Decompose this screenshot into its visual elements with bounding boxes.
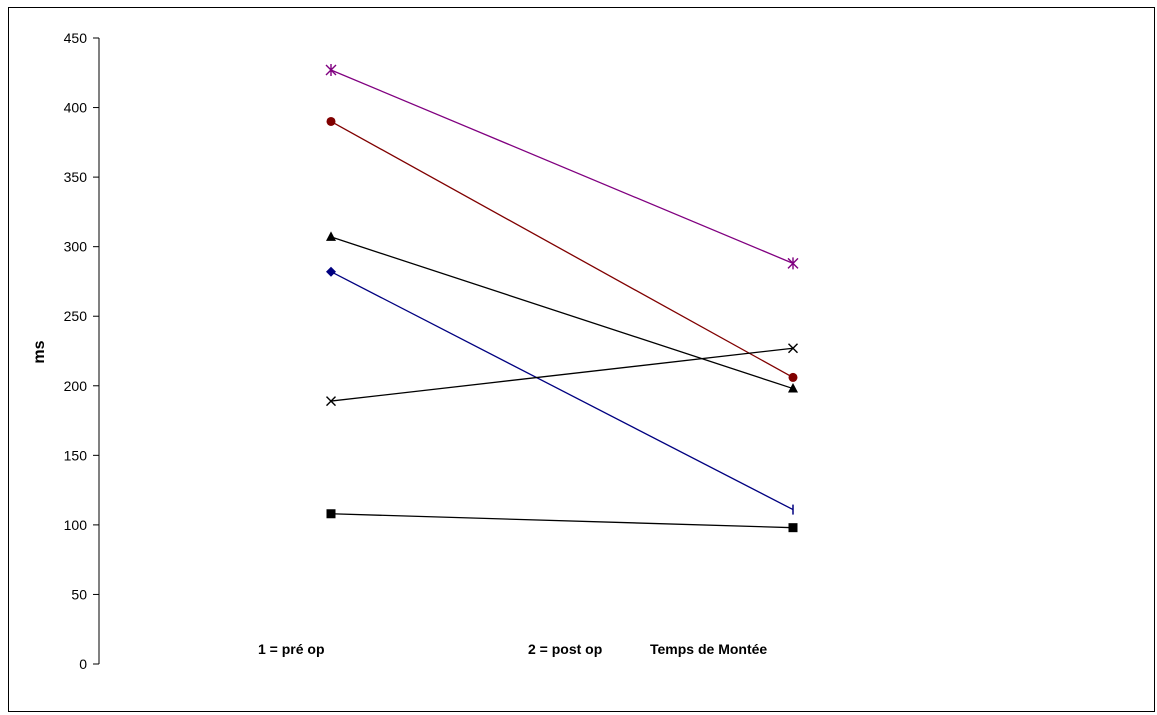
y-axis-title: ms	[31, 340, 48, 363]
series-3-point-1	[326, 231, 336, 241]
y-tick-label-150: 150	[64, 447, 88, 463]
series-6-point-2	[788, 523, 798, 533]
series-5	[326, 343, 798, 407]
y-tick-label-200: 200	[64, 378, 88, 394]
series-1-point-1	[325, 63, 337, 76]
series-2-point-1	[326, 116, 336, 126]
y-tick-label-250: 250	[64, 308, 88, 324]
series-3-point-2	[788, 383, 798, 393]
series-2-point-2	[788, 372, 798, 382]
series-1-line	[330, 69, 794, 264]
category-label-post-op: 2 = post op	[528, 641, 602, 657]
series-5-line	[330, 347, 794, 402]
series-group	[325, 63, 799, 533]
series-5-point-2	[788, 343, 798, 354]
y-ticks: 0 50 100 150 200 250 300 350 400 450	[64, 30, 99, 672]
y-tick-label-100: 100	[64, 517, 88, 533]
y-tick-label-300: 300	[64, 239, 88, 255]
series-4-line	[330, 271, 794, 511]
series-3	[326, 231, 798, 393]
chart-annotation: Temps de Montée	[650, 641, 767, 657]
series-6	[326, 509, 798, 533]
series-6-point-1	[326, 509, 336, 519]
series-1-point-2	[787, 257, 799, 270]
category-label-pre-op: 1 = pré op	[258, 641, 325, 657]
series-4	[326, 266, 794, 515]
y-tick-label-350: 350	[64, 169, 88, 185]
series-4-point-1	[326, 266, 336, 277]
y-tick-label-0: 0	[79, 656, 87, 672]
chart-frame	[8, 7, 1155, 712]
series-5-point-1	[326, 396, 336, 407]
y-tick-label-400: 400	[64, 100, 88, 116]
y-tick-label-450: 450	[64, 30, 88, 46]
y-tick-label-50: 50	[71, 586, 87, 602]
series-3-line	[330, 236, 794, 390]
series-1	[325, 63, 799, 270]
series-6-line	[330, 513, 794, 529]
series-2	[326, 116, 798, 382]
series-2-line	[330, 120, 794, 378]
